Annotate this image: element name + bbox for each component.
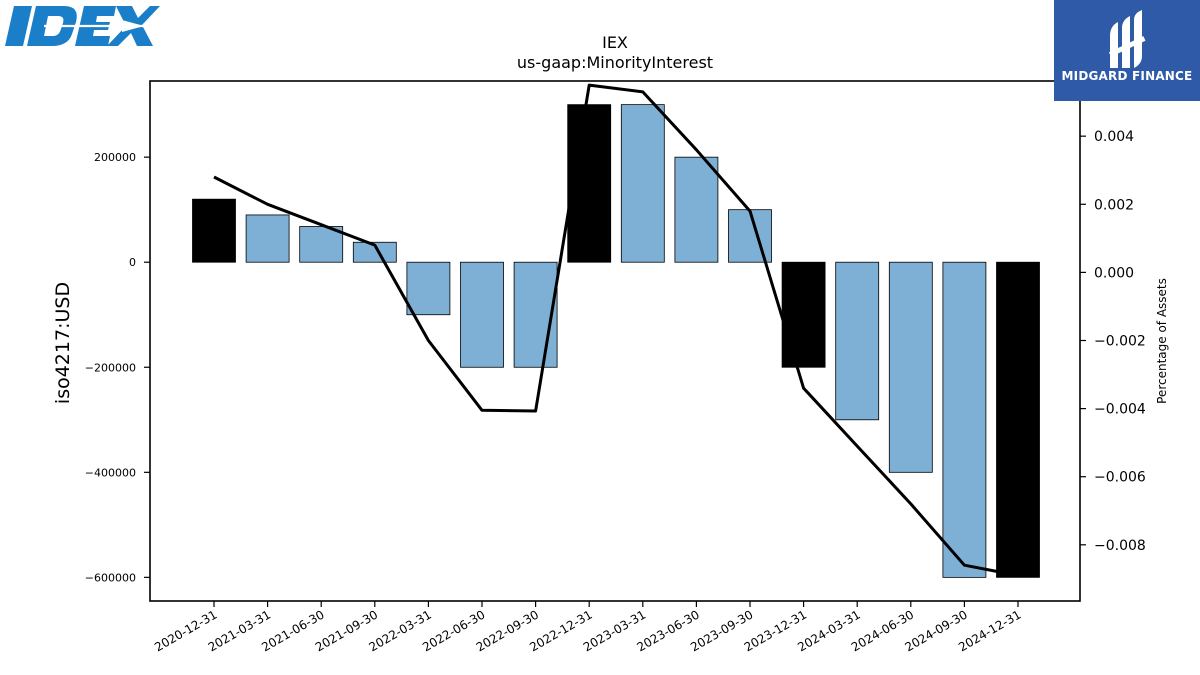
bar-2021-06-30 (299, 226, 344, 263)
y-tick-label: 200000 (94, 151, 136, 164)
bar-2024-03-31 (835, 261, 880, 421)
bar-2020-12-31 (192, 198, 236, 263)
bar-2022-12-31 (567, 104, 612, 263)
bar-2024-09-30 (942, 261, 987, 578)
y2-tick-label: −0.002 (1094, 333, 1146, 349)
y-axis-left: 200000 0 −200000 −400000 −600000 (85, 151, 150, 584)
midgard-mark-icon (1108, 10, 1146, 68)
y-tick-label: 0 (129, 256, 136, 269)
bar-2021-03-31 (245, 214, 290, 263)
bar-2023-06-30 (674, 156, 719, 263)
y-tick-label: −400000 (85, 466, 136, 479)
y-axis-right: 0.004 0.002 0.000 −0.002 −0.004 −0.006 −0.008 (1080, 129, 1146, 554)
bar-2022-03-31 (406, 261, 451, 316)
chart-subtitle: us-gaap:MinorityInterest (517, 53, 713, 72)
y-tick-label: −600000 (85, 571, 136, 584)
y2-axis-label: Percentage of Assets (1155, 278, 1169, 404)
bar-2023-03-31 (620, 104, 665, 263)
y-axis-label: iso4217:USD (52, 282, 74, 404)
pct-of-assets-line (213, 83, 1019, 577)
plot-frame (149, 80, 1081, 602)
bars-group (192, 104, 1040, 578)
bar-2023-09-30 (728, 209, 772, 263)
bar-2024-06-30 (888, 261, 933, 473)
midgard-finance-text: MIDGARD FINANCE (1061, 69, 1193, 83)
x-axis: 2020-12-312021-03-312021-06-302021-09-30… (152, 601, 1024, 654)
idex-logo (5, 6, 160, 46)
y2-tick-label: −0.006 (1094, 470, 1146, 486)
midgard-finance-logo: MIDGARD FINANCE (1054, 0, 1200, 101)
bar-2022-06-30 (460, 261, 504, 368)
bar-2024-12-31 (996, 261, 1040, 578)
y2-tick-label: −0.008 (1094, 538, 1146, 554)
bar-2023-12-31 (781, 261, 826, 368)
chart-title: IEX (602, 33, 628, 52)
y2-tick-label: 0.002 (1094, 197, 1134, 213)
y2-tick-label: 0.004 (1094, 129, 1134, 145)
y2-tick-label: 0.000 (1094, 265, 1134, 281)
y2-tick-label: −0.004 (1094, 402, 1146, 418)
y-tick-label: −200000 (85, 361, 136, 374)
bar-2021-09-30 (352, 241, 397, 263)
